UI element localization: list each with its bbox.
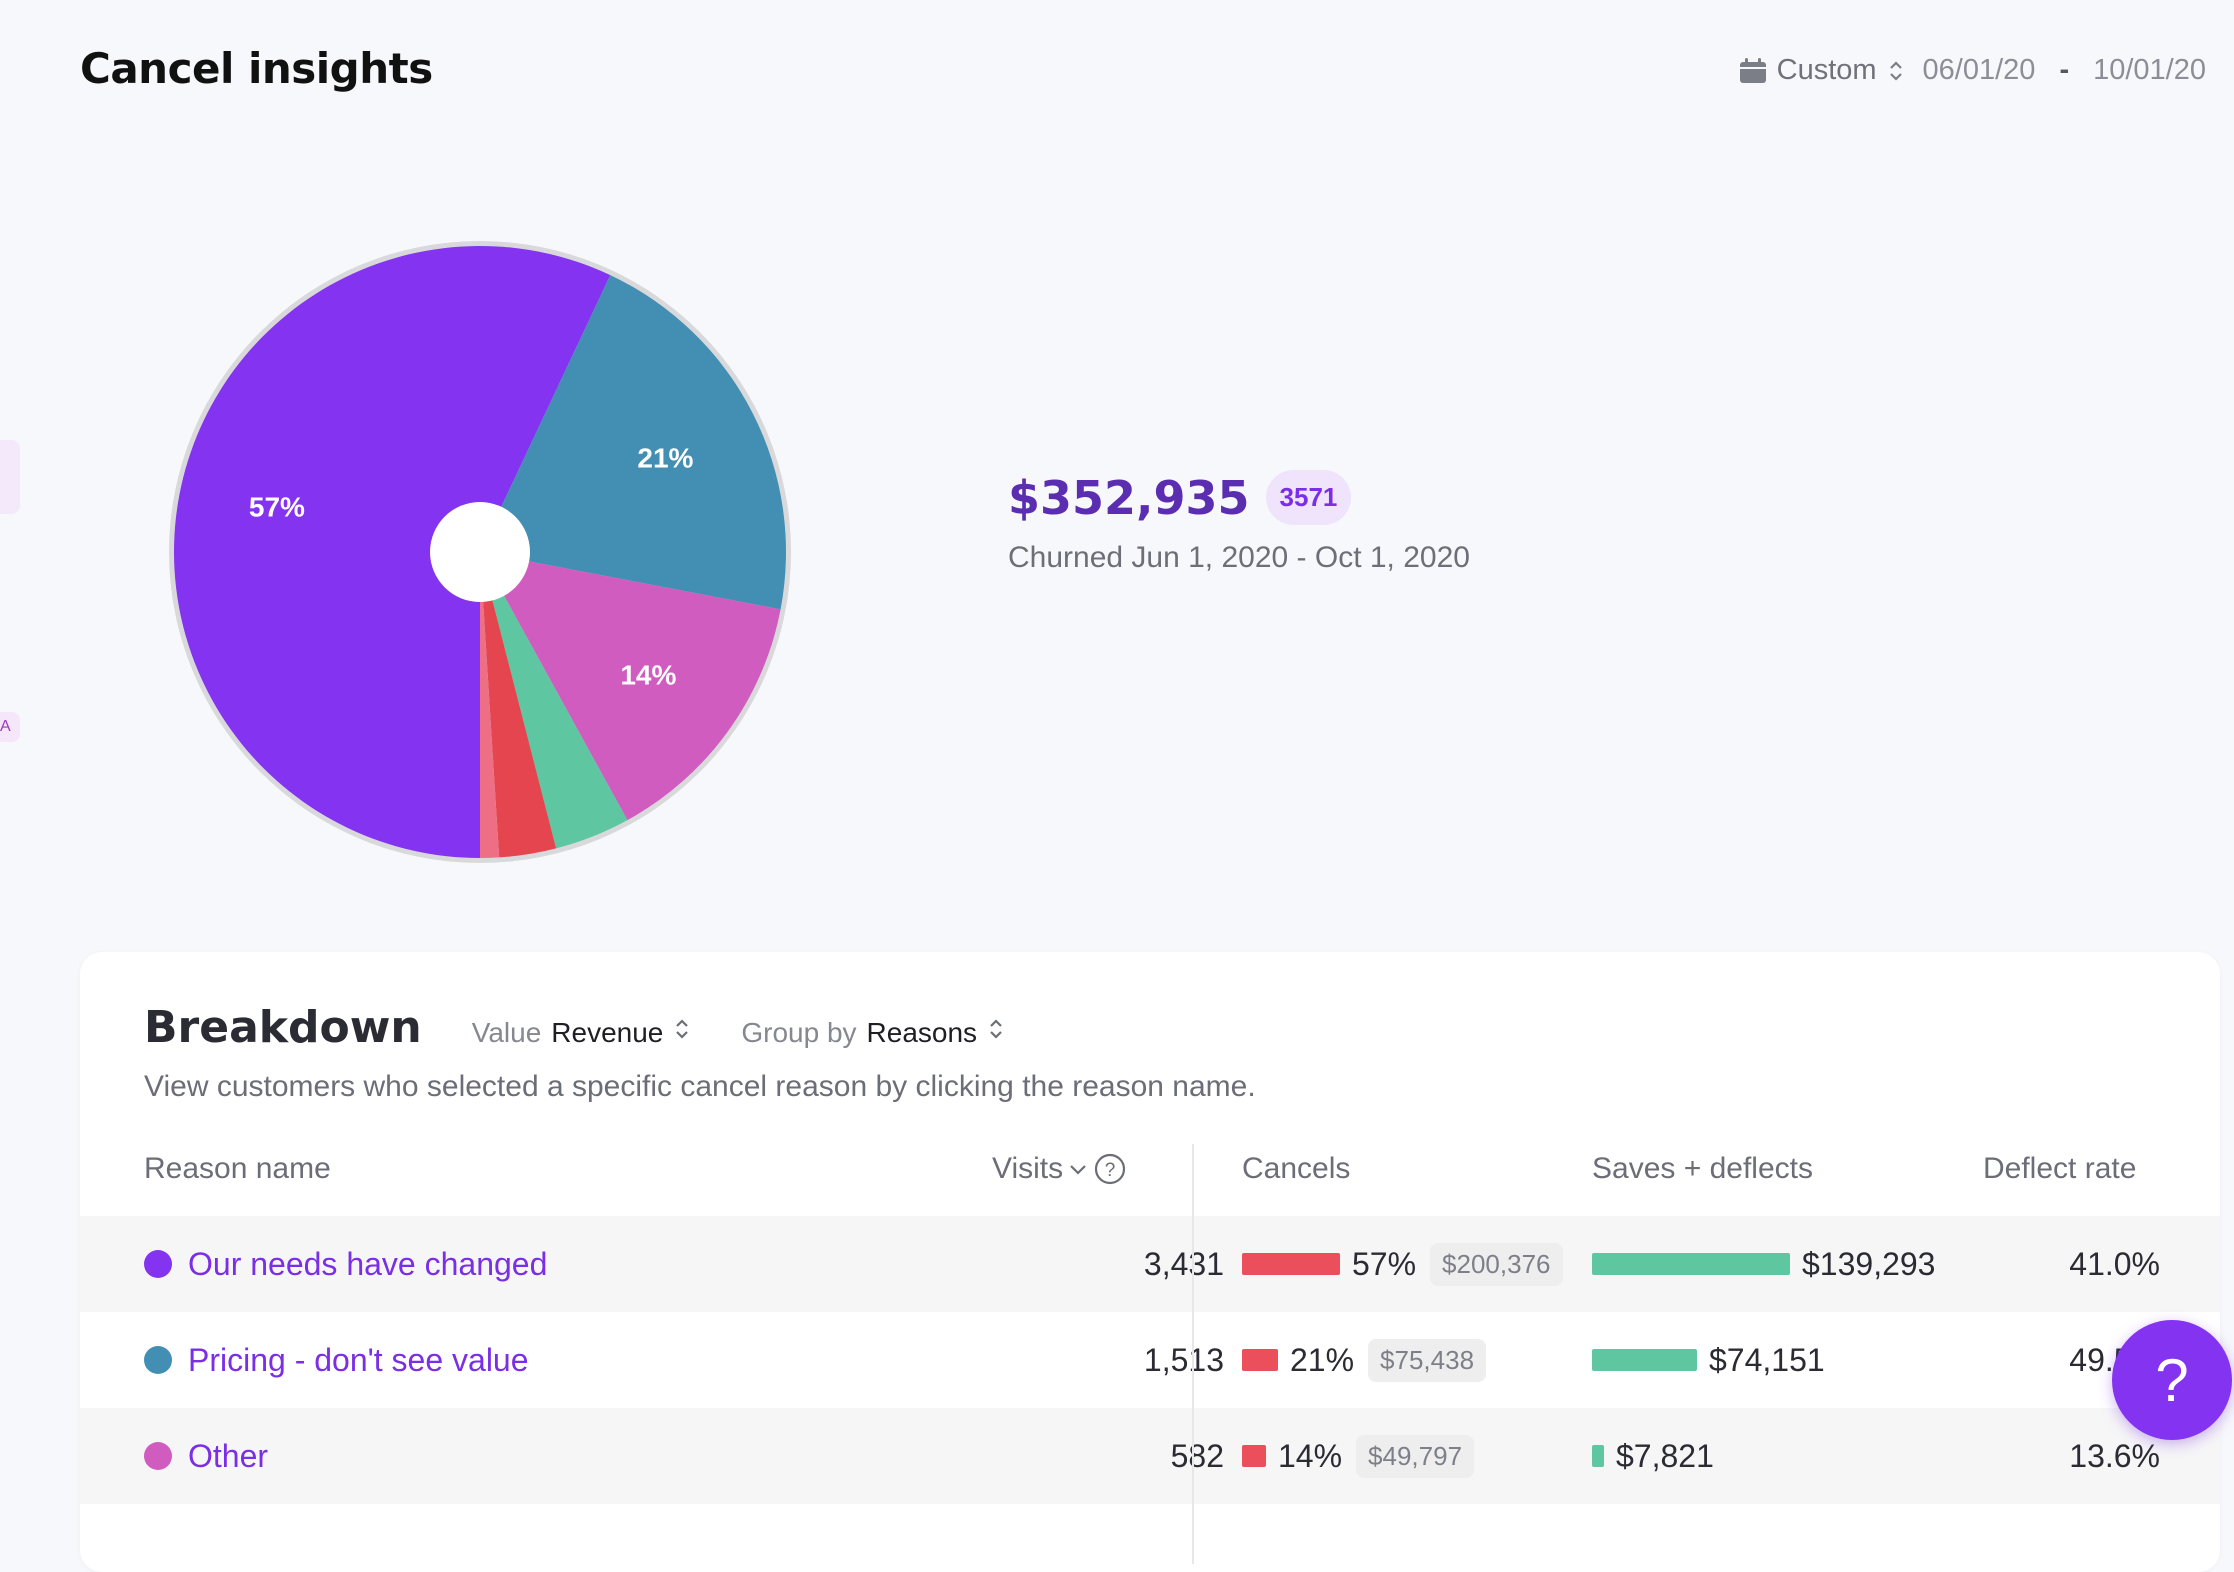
group-by-value: Reasons [866, 1017, 978, 1048]
cancels-amount: $200,376 [1430, 1242, 1563, 1286]
pie-slice-label-3: 14% [620, 659, 676, 690]
breakdown-description: View customers who selected a specific c… [144, 1070, 1256, 1103]
date-separator: - [2059, 54, 2070, 86]
saves-cell: $139,293 [1592, 1216, 1935, 1312]
column-header-reason: Reason name [144, 1152, 331, 1185]
reason-color-dot [144, 1346, 172, 1374]
pie-center-hole [430, 502, 530, 602]
date-from-input[interactable]: 06/01/20 [1922, 54, 2036, 86]
group-by-select[interactable]: Group by Reasons [741, 1016, 1005, 1049]
date-range-picker: Custom 06/01/20 - 10/01/20 [1739, 54, 2206, 87]
page-title: Cancel insights [80, 44, 433, 93]
deflect-rate-cell: 41.0% [2069, 1245, 2160, 1282]
group-by-label: Group by [741, 1017, 857, 1048]
cancels-cell: 21% $75,438 [1242, 1312, 1487, 1408]
side-panel-badge[interactable]: A [0, 712, 20, 742]
pie-slice-label-1: 57% [249, 492, 305, 523]
breakdown-card: Breakdown Value Revenue Group by Reasons… [80, 952, 2220, 1572]
value-select-value: Revenue [551, 1017, 664, 1048]
updown-chevron-icon [676, 1019, 689, 1039]
cancel-reasons-pie-chart: 57% 21% 14% [169, 241, 791, 863]
cancels-percent: 21% [1290, 1341, 1355, 1378]
cancels-bar [1242, 1349, 1278, 1371]
saves-cell: $74,151 [1592, 1312, 1825, 1408]
saves-bar [1592, 1349, 1697, 1371]
saves-amount: $7,821 [1616, 1437, 1714, 1474]
pie-slice-2[interactable] [480, 275, 786, 610]
updown-chevron-icon [1889, 60, 1902, 81]
pie-slice-6[interactable] [480, 552, 500, 858]
cancels-cell: 57% $200,376 [1242, 1216, 1563, 1312]
churn-period-text: Churned Jun 1, 2020 - Oct 1, 2020 [1008, 541, 1470, 574]
column-header-saves: Saves + deflects [1592, 1152, 1813, 1185]
cancels-percent: 57% [1352, 1245, 1417, 1282]
reason-link[interactable]: Other [188, 1437, 269, 1474]
churn-count-badge: 3571 [1265, 470, 1352, 525]
help-circle-icon[interactable]: ? [1093, 1152, 1127, 1186]
cancels-bar [1242, 1253, 1340, 1275]
cancels-percent: 14% [1278, 1437, 1343, 1474]
reason-cell: Pricing - don't see value [144, 1312, 529, 1408]
column-header-visits[interactable]: Visits ? [992, 1152, 1127, 1186]
side-panel-badge-letter: A [0, 718, 11, 735]
saves-amount: $74,151 [1709, 1341, 1825, 1378]
date-preset-select[interactable]: Custom [1739, 54, 1905, 87]
sort-chevron-down-icon [1070, 1165, 1086, 1175]
pie-slice-3[interactable] [480, 552, 781, 821]
value-select-label: Value [471, 1017, 542, 1048]
saves-bar [1592, 1445, 1604, 1467]
cancels-amount: $75,438 [1368, 1338, 1487, 1382]
table-row: Our needs have changed 3,431 57% $200,37… [80, 1216, 2220, 1312]
reason-color-dot [144, 1442, 172, 1470]
date-to-input[interactable]: 10/01/20 [2093, 54, 2206, 86]
reason-color-dot [144, 1250, 172, 1278]
saves-amount: $139,293 [1802, 1245, 1936, 1282]
pie-slice-4[interactable] [480, 552, 628, 849]
pie-slice-1[interactable] [173, 245, 611, 858]
side-panel-tab[interactable] [0, 440, 20, 514]
cancels-bar [1242, 1445, 1266, 1467]
total-churned-value: $352,935 [1008, 470, 1250, 525]
pie-slice-5[interactable] [480, 552, 557, 858]
reason-link[interactable]: Pricing - don't see value [188, 1341, 529, 1378]
pie-slice-label-2: 21% [637, 443, 693, 474]
updown-chevron-icon [990, 1019, 1002, 1039]
visits-cell: 1,513 [1143, 1341, 1224, 1378]
breakdown-title: Breakdown [144, 1002, 422, 1053]
reason-link[interactable]: Our needs have changed [188, 1245, 548, 1282]
visits-cell: 582 [1170, 1437, 1224, 1474]
reason-cell: Our needs have changed [144, 1216, 547, 1312]
deflect-rate-cell: 13.6% [2069, 1437, 2160, 1474]
churn-summary: $352,935 3571 Churned Jun 1, 2020 - Oct … [1008, 470, 1470, 575]
svg-text:?: ? [1105, 1160, 1116, 1181]
column-header-visits-label: Visits [992, 1152, 1064, 1185]
column-header-deflect-rate: Deflect rate [1983, 1152, 2137, 1185]
help-chat-button[interactable]: ? [2112, 1320, 2232, 1440]
table-row: Pricing - don't see value 1,513 21% $75,… [80, 1312, 2220, 1408]
reason-cell: Other [144, 1408, 268, 1504]
value-select[interactable]: Value Revenue [472, 1016, 692, 1049]
visits-cell: 3,431 [1143, 1245, 1224, 1282]
table-row: Other 582 14% $49,797 $7,821 13.6% [80, 1408, 2220, 1504]
saves-bar [1592, 1253, 1790, 1275]
cancels-cell: 14% $49,797 [1242, 1408, 1475, 1504]
saves-cell: $7,821 [1592, 1408, 1714, 1504]
date-preset-value: Custom [1776, 54, 1877, 86]
cancels-amount: $49,797 [1356, 1434, 1475, 1478]
column-header-cancels: Cancels [1242, 1152, 1351, 1185]
calendar-icon [1739, 57, 1766, 83]
column-divider [1192, 1144, 1194, 1564]
